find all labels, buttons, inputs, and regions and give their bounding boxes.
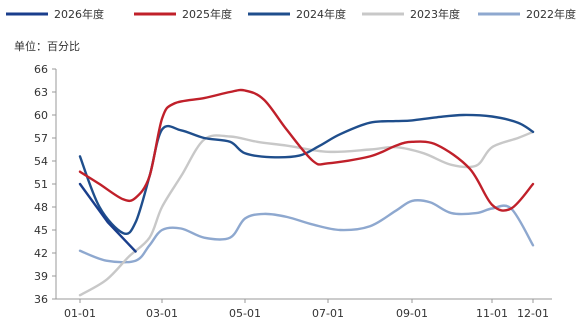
series-line-2026年度: [78, 182, 137, 253]
series-line-2024年度: [78, 113, 535, 236]
y-tick-label: 57: [34, 132, 48, 145]
series-line-2022年度: [78, 199, 535, 264]
series-line-2025年度: [78, 88, 535, 212]
x-tick-label: 05-01: [229, 307, 261, 320]
y-tick-label: 63: [34, 86, 48, 99]
x-tick-label: 03-01: [146, 307, 178, 320]
legend-label: 2026年度: [54, 7, 104, 21]
y-tick-label: 60: [34, 109, 48, 122]
plot-area: [78, 88, 535, 297]
series-line-2023年度: [78, 130, 535, 297]
legend-label: 2024年度: [296, 7, 346, 21]
legend-label: 2025年度: [182, 7, 232, 21]
y-tick-label: 36: [34, 293, 48, 306]
unit-label: 单位：百分比: [14, 39, 80, 53]
legend: 2026年度 2025年度 2024年度 2023年度 2022年度: [6, 7, 576, 21]
x-tick-label: 12-01: [517, 307, 549, 320]
y-tick-label: 45: [34, 224, 48, 237]
legend-label: 2022年度: [526, 7, 576, 21]
x-tick-label: 01-01: [64, 307, 96, 320]
x-tick-label: 07-01: [312, 307, 344, 320]
y-tick-label: 48: [34, 201, 48, 214]
y-tick-label: 54: [34, 155, 48, 168]
x-tick-label: 09-01: [396, 307, 428, 320]
y-tick-label: 42: [34, 247, 48, 260]
y-axis: 36 39 42 45 48 51 54 57 60 63 66: [34, 63, 57, 306]
y-tick-label: 39: [34, 270, 48, 283]
x-axis: 01-01 03-01 05-01 07-01 09-01 11-01 12-01: [56, 298, 552, 320]
y-tick-label: 51: [34, 178, 48, 191]
legend-label: 2023年度: [410, 7, 460, 21]
x-tick-label: 11-01: [476, 307, 508, 320]
y-tick-label: 66: [34, 63, 48, 76]
